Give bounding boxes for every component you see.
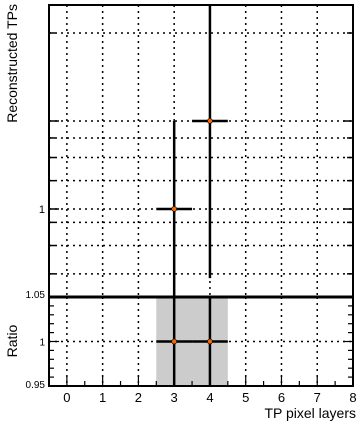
ratio-y-tick-label: 1.05 — [26, 290, 46, 301]
x-tick-label: 2 — [135, 390, 142, 405]
x-tick-label: 0 — [63, 390, 70, 405]
main-data-point — [171, 206, 177, 212]
x-tick-label: 4 — [206, 390, 213, 405]
x-tick-label: 7 — [314, 390, 321, 405]
ratio-y-tick-label: 1 — [39, 338, 45, 349]
x-tick-label: 3 — [171, 390, 178, 405]
x-tick-label: 1 — [99, 390, 106, 405]
main-y-tick-label: 1 — [39, 204, 45, 216]
main-data-point — [207, 118, 213, 124]
x-tick-label: 6 — [278, 390, 285, 405]
main-ylabel: Reconstructed TPs — [4, 4, 20, 123]
x-axis-label: TP pixel layers — [264, 405, 356, 421]
ratio-data-point — [171, 338, 177, 345]
ratio-data-point — [207, 338, 213, 345]
x-tick-label: 8 — [349, 390, 356, 405]
ratio-ylabel: Ratio — [4, 324, 20, 357]
ratio-y-tick-label: 0.95 — [26, 380, 46, 391]
main-frame — [48, 4, 354, 298]
main-panel: 1 — [39, 4, 354, 298]
x-tick-label: 5 — [242, 390, 249, 405]
ratio-panel: 0.95 1 1.05 0 1 2 3 4 5 6 7 8 — [26, 290, 357, 405]
